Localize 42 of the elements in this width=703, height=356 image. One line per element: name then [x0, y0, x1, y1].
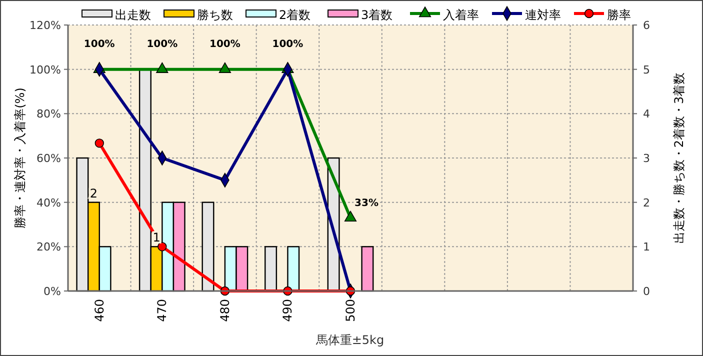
data-label: 100%: [272, 39, 304, 50]
y-tick-label: 100%: [30, 63, 61, 76]
data-label: 100%: [146, 39, 178, 50]
data-label: 100%: [209, 39, 240, 50]
x-tick-label: 500: [344, 299, 358, 322]
legend-label: 連対率: [525, 8, 561, 22]
legend-label: 勝率: [607, 8, 631, 22]
x-tick-label: 490: [280, 299, 295, 322]
y2-axis-title: 出走数・勝ち数・2着数・3着数: [672, 72, 686, 244]
legend-label: 入着率: [443, 8, 479, 22]
y-tick-label: 60%: [36, 152, 61, 165]
data-label: 100%: [84, 39, 115, 50]
y-tick-label: 0%: [44, 285, 61, 298]
y2-tick-label: 1: [643, 240, 650, 254]
x-tick-label: 470: [155, 299, 170, 322]
y2-tick-label: 6: [643, 19, 650, 32]
bar: [361, 246, 374, 292]
legend-label: 2着数: [279, 8, 311, 22]
y2-tick-label: 0: [643, 285, 650, 298]
y2-tick-label: 4: [643, 108, 650, 121]
legend-label: 3着数: [361, 8, 393, 22]
point: [344, 210, 357, 222]
x-axis-title: 馬体重±5kg: [314, 333, 384, 347]
bar: [202, 202, 214, 292]
y-tick-label: 80%: [36, 108, 61, 121]
point: [218, 62, 231, 73]
x-tick-label: 480: [218, 299, 232, 322]
point: [156, 62, 168, 73]
y-tick-label: 20%: [36, 240, 61, 254]
legend-label: 出走数: [115, 8, 151, 22]
y2-tick-label: 5: [643, 63, 650, 76]
data-label: 2: [90, 186, 98, 200]
y2-tick-label: 3: [643, 152, 650, 165]
y-axis-title: 勝率・連対率・入着率(%): [13, 88, 27, 228]
y-tick-label: 40%: [36, 196, 61, 210]
x-tick-label: 460: [92, 299, 106, 322]
y-tick-label: 120%: [30, 19, 61, 32]
point: [94, 138, 104, 148]
y2-tick-label: 2: [643, 196, 650, 210]
point: [158, 242, 167, 252]
data-label: 33%: [354, 198, 378, 209]
legend-label: 勝ち数: [197, 8, 233, 22]
